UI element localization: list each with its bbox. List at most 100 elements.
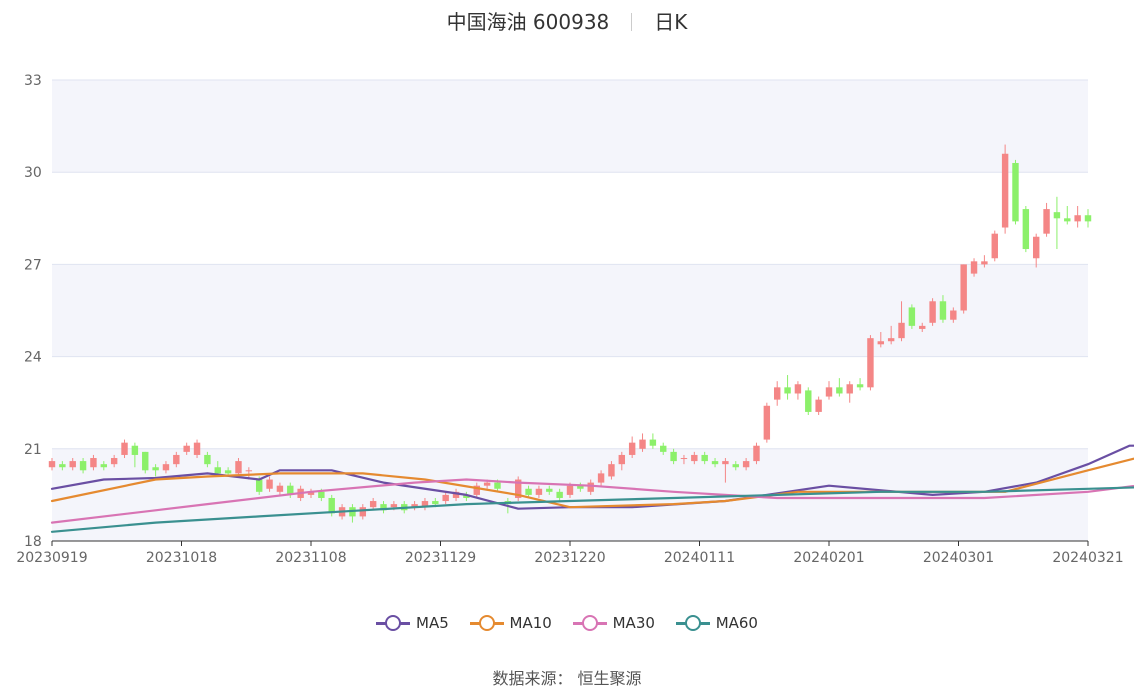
candle	[121, 439, 128, 459]
candle	[380, 501, 387, 514]
candle	[722, 458, 729, 483]
tick-labels: 18 21 24 27 30 33 20230919 20231018 20231108 2023…	[16, 73, 1123, 566]
y-tick-label: 30	[24, 165, 42, 181]
candle-body	[950, 310, 957, 320]
candle-body	[836, 387, 843, 394]
x-tick-label: 20240301	[923, 550, 994, 566]
candle-body	[110, 458, 118, 465]
candle-body	[100, 464, 108, 468]
legend-label-ma5: MA5	[416, 614, 449, 632]
candle	[898, 301, 905, 342]
candle-body	[825, 387, 833, 397]
candle	[660, 442, 667, 455]
candle	[452, 488, 460, 502]
x-tick-label: 20240201	[793, 550, 864, 566]
candle	[556, 488, 563, 502]
y-tick-label: 18	[24, 534, 42, 550]
candle	[411, 501, 418, 511]
candle	[1032, 233, 1040, 268]
candle-body	[577, 485, 584, 489]
legend-swatch-ma60	[675, 615, 710, 631]
candle-body	[1064, 218, 1071, 222]
candle	[773, 381, 781, 406]
candle-body	[1074, 215, 1081, 222]
candle-body	[59, 464, 66, 468]
candle	[711, 458, 719, 468]
candle-body	[1012, 162, 1019, 222]
candle	[369, 497, 377, 511]
candle	[69, 458, 76, 471]
candle	[960, 264, 967, 314]
candle-body	[628, 442, 636, 455]
candle	[587, 479, 594, 495]
y-tick-label: 24	[24, 350, 42, 366]
band	[52, 264, 1088, 357]
candle-body	[494, 482, 501, 489]
candle	[877, 332, 885, 348]
candle-body	[856, 384, 864, 388]
candle-body	[711, 461, 719, 465]
candle	[825, 381, 833, 400]
candle-body	[670, 451, 677, 462]
candle	[639, 433, 646, 452]
candle	[193, 439, 201, 459]
candle-body	[359, 507, 367, 517]
candle-body	[597, 473, 605, 483]
legend-item-ma30[interactable]: MA30	[572, 614, 655, 632]
candle-body	[514, 479, 522, 498]
candle-body	[214, 467, 221, 474]
candle-body	[981, 261, 988, 265]
candle	[1064, 206, 1071, 225]
candle	[701, 451, 708, 465]
x-tick-label: 20231018	[146, 550, 217, 566]
candle-body	[970, 261, 978, 274]
legend-item-ma5[interactable]: MA5	[376, 614, 449, 632]
candle	[649, 433, 657, 449]
candle-body	[193, 442, 201, 455]
candle	[1043, 202, 1050, 237]
candle-body	[991, 233, 998, 259]
candle	[131, 442, 139, 468]
candle	[1022, 206, 1030, 253]
ma-lines	[50, 444, 1134, 533]
candle-body	[525, 488, 532, 495]
candle-body	[380, 504, 387, 511]
candle	[577, 482, 584, 492]
candle	[473, 482, 480, 498]
legend-item-ma10[interactable]: MA10	[469, 614, 552, 632]
kline-chart: 18 21 24 27 30 33 20230919 20231018 20231108 2023…	[16, 73, 1134, 566]
candle-body	[1053, 212, 1061, 219]
candle	[1012, 159, 1019, 225]
candle	[421, 497, 429, 511]
candle	[204, 451, 211, 468]
candle	[794, 381, 802, 400]
candle	[90, 454, 97, 471]
candle-body	[142, 451, 149, 471]
candle	[142, 451, 149, 474]
candle-body	[183, 445, 190, 452]
candle	[805, 387, 812, 415]
candle-body	[390, 504, 398, 508]
legend-item-ma60[interactable]: MA60	[675, 614, 758, 632]
candle	[887, 325, 895, 345]
candle	[680, 454, 688, 465]
x-tick-label: 20240321	[1052, 550, 1123, 566]
candle-body	[960, 264, 967, 311]
candle-body	[919, 325, 926, 329]
candle	[970, 258, 978, 277]
x-tick-label: 20231108	[275, 550, 346, 566]
candle	[939, 295, 947, 323]
candle-body	[753, 445, 760, 462]
candle	[815, 396, 822, 415]
y-tick-label: 27	[24, 257, 42, 273]
candle	[525, 485, 532, 498]
candle-body	[452, 491, 460, 498]
candle-body	[660, 445, 667, 452]
candle	[110, 454, 118, 468]
candle-body	[773, 387, 781, 400]
candle-body	[318, 491, 325, 498]
candle-body	[618, 454, 626, 465]
candle-body	[587, 482, 594, 492]
candle-body	[432, 501, 439, 505]
candle	[608, 461, 615, 480]
